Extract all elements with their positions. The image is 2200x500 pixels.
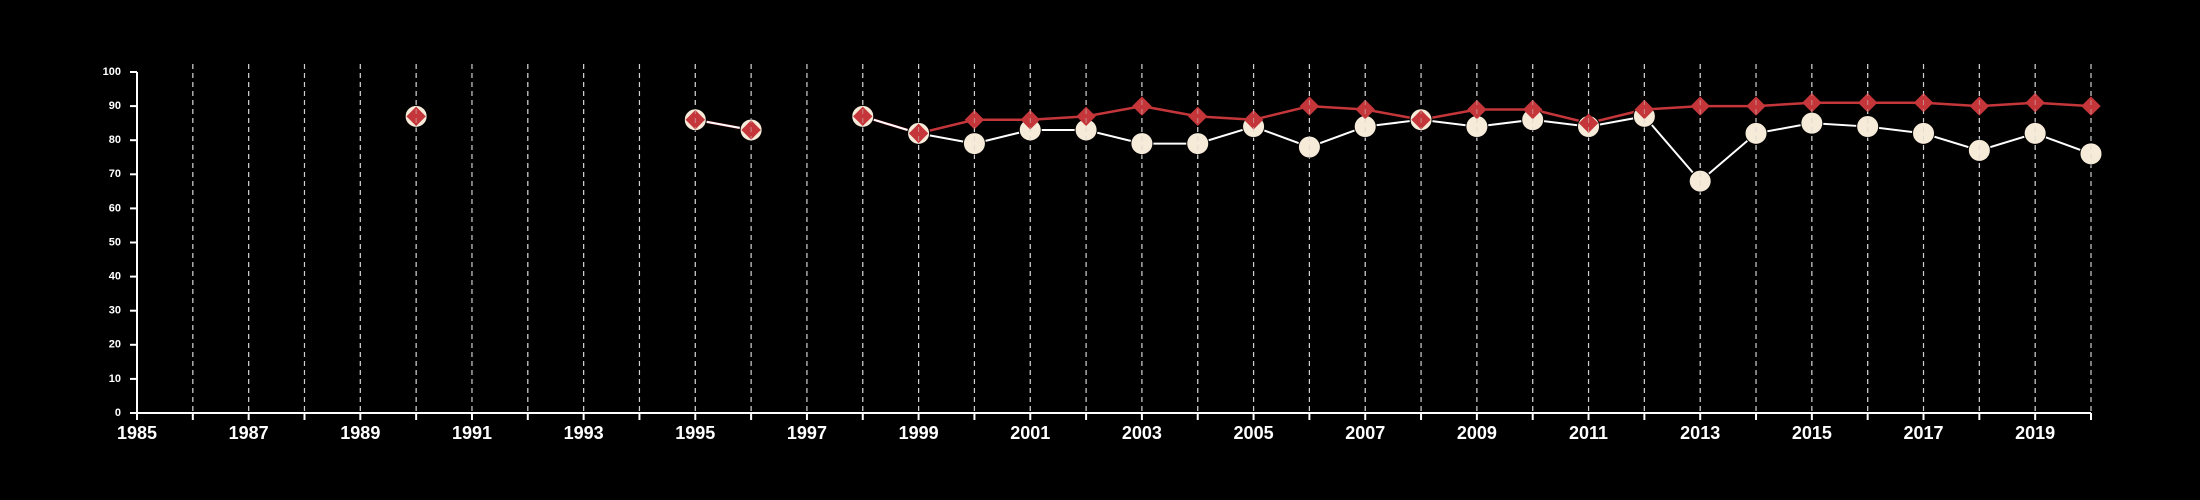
series-cream-lines [695,115,2092,183]
red-diamond-marker [1969,96,1990,116]
x-tick-label: 2007 [1345,423,1385,443]
cream-circle-marker [2023,121,2047,145]
x-tick-label: 2017 [1903,423,1943,443]
red-diamond-marker [1076,106,1096,127]
axes: 1985 1987 1989 1991 1993 1995 1997 1999 2001 2003… [103,66,2092,443]
cream-circle-marker [1130,132,1154,156]
red-diamond-marker [1578,113,1599,133]
y-tick-label: 80 [109,134,121,146]
x-tick-label: 1985 [117,423,157,443]
red-diamond-marker [1188,106,1208,127]
x-tick-label: 2011 [1569,423,1608,443]
x-tick-label: 1995 [675,423,715,443]
x-tick-label: 1997 [787,423,827,443]
y-tick-label: 70 [109,168,121,180]
y-tick-label: 100 [103,66,121,78]
x-tick-label: 2001 [1010,423,1050,443]
y-tick-label: 90 [109,100,121,112]
x-tick-label: 2019 [2015,423,2055,443]
y-tick-label: 30 [109,305,121,317]
cream-circle-marker [962,132,986,156]
x-tick-label: 2009 [1457,423,1497,443]
red-diamond-marker [853,106,873,127]
x-tick-label: 1999 [899,423,939,443]
red-diamond-marker [1132,96,1152,116]
x-tick-label: 2003 [1122,423,1162,443]
cream-circle-marker [1912,121,1936,145]
cream-circle-marker [1186,132,1210,156]
red-diamond-marker [908,123,929,144]
cream-circle-marker [1744,121,1768,145]
red-diamond-marker [1690,96,1710,116]
y-tick-label: 0 [115,407,121,419]
y-tick-label: 40 [109,271,121,283]
y-tick-label: 10 [109,373,121,385]
x-tick-label: 2005 [1234,423,1274,443]
x-tick-label: 1987 [229,423,269,443]
red-diamond-marker [1746,96,1766,116]
red-diamond-marker [406,106,426,127]
red-diamond-marker [1299,96,1320,116]
y-tick-label: 50 [109,236,121,248]
y-tick-label: 20 [109,339,121,351]
red-diamond-marker [2081,96,2101,116]
x-tick-label: 2013 [1680,423,1720,443]
y-tick-label: 60 [109,202,121,214]
x-tick-label: 1989 [340,423,380,443]
x-tick-label: 1993 [564,423,604,443]
series-layer [192,64,2103,413]
x-tick-label: 1991 [452,423,492,443]
grid-overlay [192,64,2092,413]
x-tick-label: 2015 [1792,423,1832,443]
